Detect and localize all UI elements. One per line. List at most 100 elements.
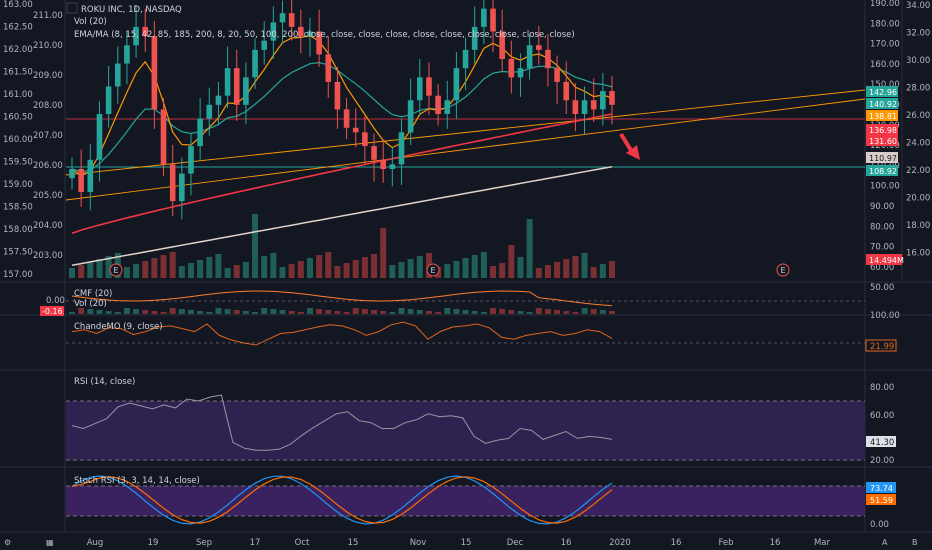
time-axis[interactable]: Aug 19 Sep 17 Oct 15 Nov 15 Dec 16 2020 16 Feb 16 Mar (87, 538, 831, 548)
scale-b-icon[interactable]: B (912, 538, 918, 547)
left-axis-tick: 209.00 (33, 71, 63, 81)
volume-bar (133, 264, 140, 278)
candle (371, 133, 377, 182)
volume-bar (306, 258, 313, 278)
stoch-legend[interactable]: Stoch RSI (3, 3, 14, 14, close) (74, 476, 200, 486)
ma-red-line (71, 113, 613, 234)
price-badge: 136.98 (866, 124, 898, 135)
candle (362, 116, 368, 165)
stoch-d-line (71, 476, 613, 524)
vol-legend[interactable]: Vol (20) (74, 17, 107, 27)
volume-bar (206, 257, 213, 278)
volume-bar (407, 259, 414, 278)
scale-a-icon[interactable]: A (882, 538, 888, 547)
cmf-volume-bar (416, 310, 423, 314)
cmf-volume-bar (151, 311, 158, 314)
candle (453, 52, 460, 119)
cmf-volume-bar (325, 310, 332, 314)
candle (179, 157, 185, 220)
vol2-legend[interactable]: Vol (20) (74, 299, 107, 309)
left-axis-tick: 159.50 (3, 158, 33, 168)
cmf-volume-bar (206, 312, 213, 314)
cmf-volume-bar (352, 308, 359, 314)
candle (316, 9, 322, 68)
svg-text:136.98: 136.98 (869, 126, 897, 135)
candle (215, 81, 222, 126)
cmf-volume-bar (105, 311, 112, 314)
candle (307, 17, 313, 57)
candle (233, 49, 240, 121)
time-axis-tick: Mar (814, 538, 831, 548)
volume-bar (252, 214, 259, 278)
ema-legend[interactable]: EMA/MA (8, 15, 42, 85, 185, 200, 8, 20, … (74, 30, 575, 40)
cmf-volume-bar (371, 310, 378, 314)
svg-text:131.60: 131.60 (869, 137, 897, 146)
price-badge: 138.81 (866, 110, 898, 121)
left-axis-tick: 157.50 (3, 248, 33, 258)
calendar-icon[interactable]: ▦ (46, 538, 54, 547)
cmf-volume-bar (572, 312, 579, 314)
cmf-volume-bar (453, 309, 460, 314)
cmf-volume-bar (87, 309, 94, 314)
volume-bar (105, 256, 112, 278)
candle (261, 21, 268, 65)
volume-bar (325, 252, 332, 278)
earnings-marker-2[interactable]: E (426, 263, 440, 277)
time-axis-tick: Feb (718, 538, 733, 548)
cmf-volume-bar (599, 310, 606, 314)
volume-bar (261, 256, 268, 278)
left-axis-tick: 162.50 (3, 23, 33, 33)
volume-bar (352, 260, 359, 278)
cmf-volume-bar (178, 309, 185, 314)
candle (288, 0, 295, 41)
right-axis-vol-tick: 28.00 (906, 84, 930, 94)
left-axis-tick: 208.00 (33, 101, 63, 111)
candle (416, 59, 423, 117)
cmf-volume-bar (535, 308, 542, 314)
cmf-volume-bar (471, 311, 478, 314)
left-axis-tick: 158.00 (3, 225, 33, 235)
symbol-title[interactable]: ROKU INC, 1D, NASDAQ (81, 5, 182, 15)
time-axis-tick: 16 (770, 538, 781, 548)
chande-legend[interactable]: ChandeMO (9, close) (74, 322, 163, 332)
volume-bar (471, 255, 478, 278)
cmf-volume-bar (233, 310, 240, 314)
volume-bar (380, 228, 387, 278)
settings-corner-icon[interactable]: ⚙ (4, 538, 11, 547)
volume-bar (508, 245, 515, 278)
candle (87, 143, 94, 211)
price-badges: 142.96 140.92 138.81 136.98 131.60 110.97 108.… (866, 86, 904, 265)
price-badge: 131.60 (866, 135, 898, 146)
earnings-marker-1[interactable]: E (109, 263, 123, 277)
candle (243, 62, 249, 125)
left-axis-tick: 158.50 (3, 203, 33, 213)
candle (124, 31, 130, 85)
right-axis-tick: 170.00 (870, 40, 900, 50)
cmf-volume-bar (142, 310, 149, 314)
cmf-volume-bar (279, 310, 286, 314)
rsi-legend[interactable]: RSI (14, close) (74, 377, 135, 387)
cmf-volume-bar (334, 311, 341, 314)
earnings-marker-3[interactable]: E (776, 263, 790, 277)
volume-bar (499, 263, 506, 278)
right-axis-vol-tick: 24.00 (906, 139, 930, 149)
candle (407, 78, 414, 145)
cmf-volume-bar (288, 311, 295, 314)
volume-bar (590, 267, 597, 278)
right-axis-vol-tick: 18.00 (906, 221, 930, 231)
cmf-legend[interactable]: CMF (20) (74, 289, 112, 299)
volume-bar (123, 267, 130, 278)
volume-bar (242, 262, 249, 278)
candle (444, 80, 451, 129)
right-axis-tick: 90.00 (870, 202, 894, 212)
volume-bar (490, 266, 497, 278)
left-axis-tick: 207.00 (33, 131, 63, 141)
svg-text:108.92: 108.92 (869, 167, 897, 176)
cmf-volume-bar (581, 308, 588, 314)
cmf-volume-bar (297, 312, 304, 314)
volume-bar (371, 254, 378, 278)
left-axis-tick: 210.00 (33, 41, 63, 51)
cmf-axis-0: 0.00 (46, 296, 65, 306)
candle (279, 0, 286, 45)
